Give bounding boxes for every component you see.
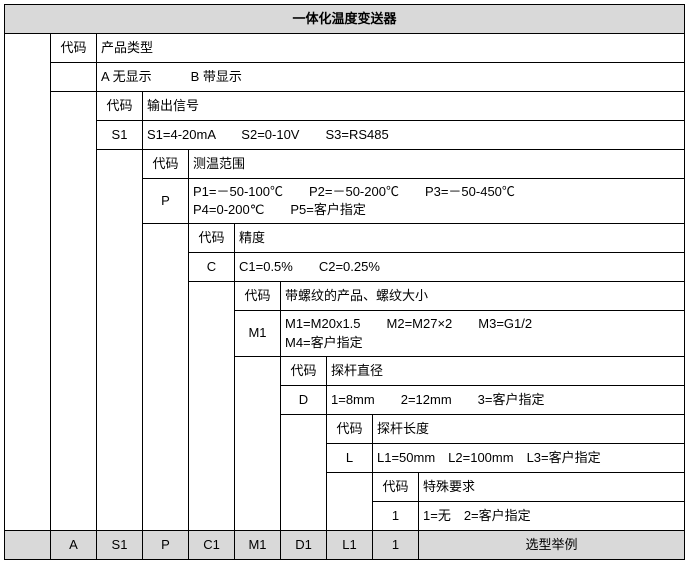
desc-5: M1=M20x1.5 M2=M27×2 M3=G1/2 M4=客户指定 bbox=[281, 311, 685, 356]
code-3: P bbox=[143, 179, 189, 224]
desc-product-type: 产品类型 bbox=[97, 34, 685, 63]
desc-special: 特殊要求 bbox=[419, 472, 685, 501]
footer-0 bbox=[5, 530, 51, 559]
footer-label: 选型举例 bbox=[419, 530, 685, 559]
code-label: 代码 bbox=[327, 414, 373, 443]
desc-output: 输出信号 bbox=[143, 92, 685, 121]
code-label: 代码 bbox=[373, 472, 419, 501]
desc-length: 探杆长度 bbox=[373, 414, 685, 443]
desc-accuracy: 精度 bbox=[235, 224, 685, 253]
desc-6: 1=8mm 2=12mm 3=客户指定 bbox=[327, 385, 685, 414]
desc-range: 测温范围 bbox=[189, 150, 685, 179]
footer-1: A bbox=[51, 530, 97, 559]
footer-4: C1 bbox=[189, 530, 235, 559]
code-6: D bbox=[281, 385, 327, 414]
desc-7: L1=50mm L2=100mm L3=客户指定 bbox=[373, 443, 685, 472]
footer-7: L1 bbox=[327, 530, 373, 559]
title: 一体化温度变送器 bbox=[5, 5, 685, 34]
spec-table: 一体化温度变送器 代码 产品类型 A 无显示 B 带显示 代码 输出信号 S1 … bbox=[4, 4, 685, 560]
code-label: 代码 bbox=[235, 282, 281, 311]
desc-3: P1=－50-100℃ P2=－50-200℃ P3=－50-450℃ P4=0… bbox=[189, 179, 685, 224]
desc-2: S1=4-20mA S2=0-10V S3=RS485 bbox=[143, 121, 685, 150]
code-label: 代码 bbox=[143, 150, 189, 179]
code-8: 1 bbox=[373, 501, 419, 530]
code-label: 代码 bbox=[97, 92, 143, 121]
code-1 bbox=[51, 63, 97, 92]
code-5: M1 bbox=[235, 311, 281, 356]
code-label: 代码 bbox=[189, 224, 235, 253]
code-4: C bbox=[189, 253, 235, 282]
code-7: L bbox=[327, 443, 373, 472]
desc-4: C1=0.5% C2=0.25% bbox=[235, 253, 685, 282]
desc-1: A 无显示 B 带显示 bbox=[97, 63, 685, 92]
footer-6: D1 bbox=[281, 530, 327, 559]
footer-5: M1 bbox=[235, 530, 281, 559]
desc-diameter: 探杆直径 bbox=[327, 356, 685, 385]
desc-thread: 带螺纹的产品、螺纹大小 bbox=[281, 282, 685, 311]
desc-8: 1=无 2=客户指定 bbox=[419, 501, 685, 530]
footer-3: P bbox=[143, 530, 189, 559]
footer-8: 1 bbox=[373, 530, 419, 559]
code-label: 代码 bbox=[281, 356, 327, 385]
code-label: 代码 bbox=[51, 34, 97, 63]
footer-row: A S1 P C1 M1 D1 L1 1 选型举例 bbox=[5, 530, 685, 559]
code-2: S1 bbox=[97, 121, 143, 150]
footer-2: S1 bbox=[97, 530, 143, 559]
